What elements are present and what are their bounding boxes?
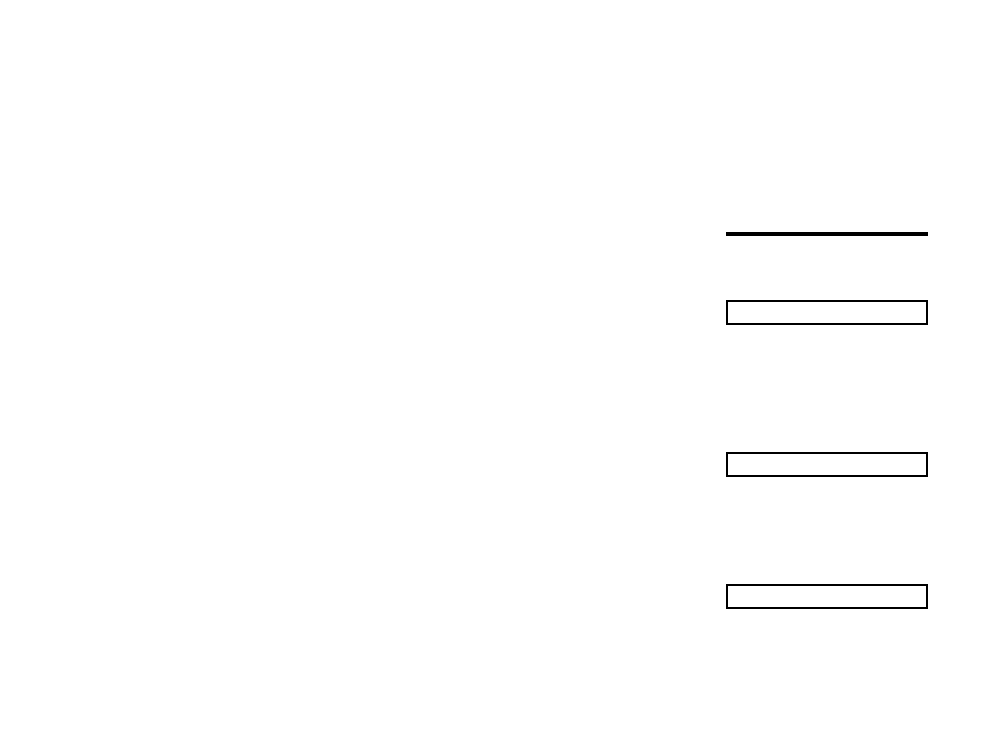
hodograph-table xyxy=(726,584,928,609)
most-unstable-table xyxy=(726,452,928,477)
surface-table xyxy=(726,300,928,325)
indices-table xyxy=(726,232,928,236)
table-title xyxy=(728,454,926,475)
altitude-axis-unit xyxy=(596,2,630,98)
table-title xyxy=(728,302,926,323)
table-title xyxy=(728,586,926,607)
chart-legend xyxy=(386,45,589,137)
